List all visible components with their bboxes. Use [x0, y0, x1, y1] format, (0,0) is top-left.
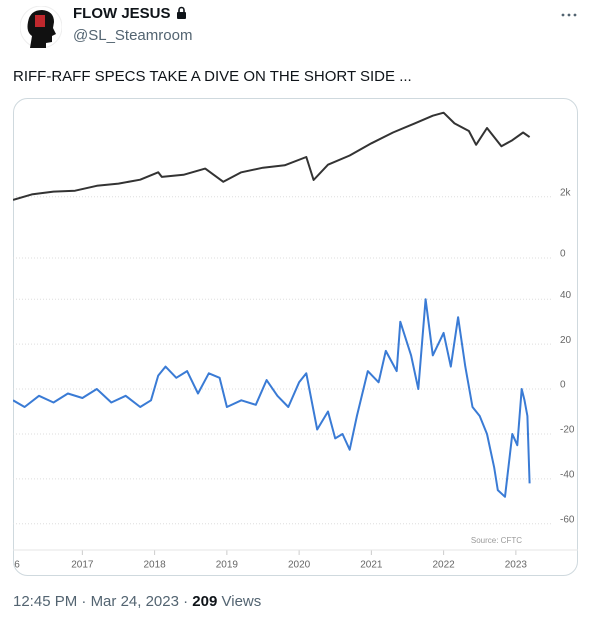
- tweet-footer: 12:45 PM · Mar 24, 2023 · 209 Views: [13, 593, 261, 610]
- x-tick-label: 2021: [360, 560, 383, 571]
- date[interactable]: Mar 24, 2023: [90, 593, 179, 610]
- user-handle[interactable]: @SL_Steamroom: [73, 27, 193, 44]
- tweet-text: RIFF-RAFF SPECS TAKE A DIVE ON THE SHORT…: [13, 68, 412, 85]
- source-note: Source: CFTC: [471, 536, 522, 545]
- chart-card[interactable]: 0 2k 40 20 0 -20 -40 -60 6 2017 2018 2019 2020 2021 20…: [13, 98, 578, 576]
- views-label: Views: [221, 593, 262, 610]
- y-tick-label: 2k: [560, 187, 572, 198]
- x-tick-label: 2019: [216, 560, 239, 571]
- x-tick-label: 2018: [143, 560, 166, 571]
- x-tick-label: 2022: [432, 560, 455, 571]
- time[interactable]: 12:45 PM: [13, 593, 78, 610]
- views-count: 209: [192, 593, 218, 610]
- y-tick-label: 20: [560, 335, 572, 346]
- x-tick-label: 2020: [288, 560, 311, 571]
- y-tick-label: -60: [560, 514, 575, 525]
- x-tick-label: 2017: [71, 560, 94, 571]
- y-tick-label: -40: [560, 470, 575, 481]
- lock-icon: [176, 6, 186, 19]
- data-line: [13, 111, 531, 201]
- separator: ·: [183, 593, 189, 610]
- user-name-text[interactable]: FLOW JESUS: [73, 5, 171, 22]
- more-menu[interactable]: [561, 12, 577, 18]
- x-tick-label: 6: [14, 560, 20, 571]
- y-tick-label: -20: [560, 425, 575, 436]
- y-tick-label: 40: [560, 290, 572, 301]
- y-tick-label: 0: [560, 380, 566, 391]
- data-line: [13, 298, 531, 498]
- user-name[interactable]: FLOW JESUS: [73, 5, 188, 22]
- separator: ·: [81, 593, 87, 610]
- x-tick-label: 2023: [505, 560, 528, 571]
- avatar[interactable]: [20, 6, 62, 48]
- y-tick-label: 0: [560, 249, 566, 260]
